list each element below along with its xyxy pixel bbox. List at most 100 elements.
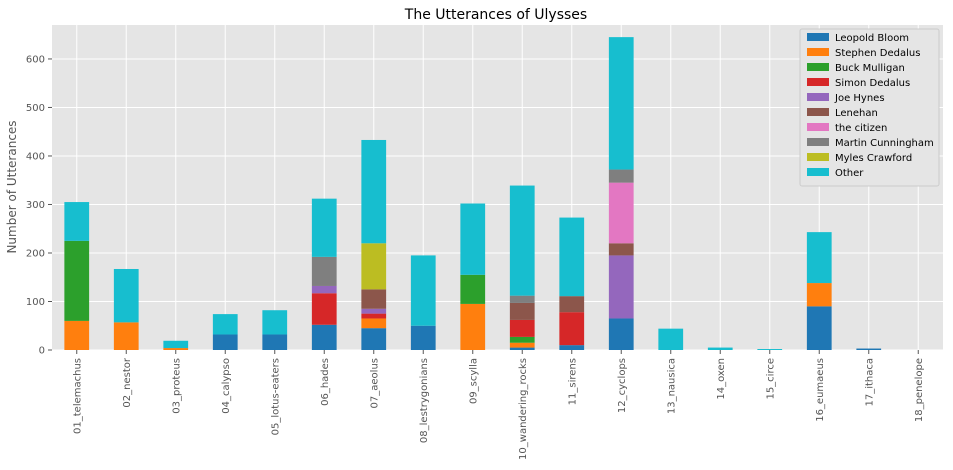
bar-segment bbox=[311, 256, 337, 286]
legend-swatch bbox=[807, 153, 829, 161]
bar-segment bbox=[559, 296, 585, 313]
y-tick-label: 100 bbox=[26, 297, 45, 308]
bar-segment bbox=[509, 347, 535, 350]
bar-segment bbox=[212, 334, 238, 350]
bar-segment bbox=[113, 268, 139, 323]
bar-segment bbox=[460, 303, 486, 350]
bar-segment bbox=[460, 203, 486, 275]
x-tick-label: 08_lestrygonians bbox=[419, 358, 430, 443]
bar-segment bbox=[361, 139, 387, 244]
legend-swatch bbox=[807, 168, 829, 176]
bar-segment bbox=[608, 169, 634, 183]
y-tick-label: 600 bbox=[26, 54, 45, 65]
x-tick-label: 11_sirens bbox=[567, 358, 578, 405]
x-tick-label: 05_lotus-eaters bbox=[270, 358, 281, 435]
legend-swatch bbox=[807, 123, 829, 131]
legend-label: Other bbox=[835, 168, 864, 179]
bar-segment bbox=[608, 243, 634, 256]
chart-title: The Utterances of Ulysses bbox=[404, 7, 587, 23]
x-tick-label: 02_nestor bbox=[122, 357, 133, 407]
x-tick-label: 12_cyclops bbox=[617, 358, 628, 413]
x-tick-label: 06_hades bbox=[320, 358, 331, 406]
legend-label: Leopold Bloom bbox=[835, 33, 909, 44]
y-tick-label: 300 bbox=[26, 200, 45, 211]
y-tick-label: 200 bbox=[26, 248, 45, 259]
bar-segment bbox=[64, 320, 90, 350]
legend-label: Joe Hynes bbox=[834, 93, 885, 104]
bar-segment bbox=[64, 202, 90, 241]
x-tick-label: 01_telemachus bbox=[72, 358, 83, 434]
bar-segment bbox=[163, 348, 189, 350]
legend-swatch bbox=[807, 33, 829, 41]
bar-segment bbox=[608, 255, 634, 319]
bar-segment bbox=[361, 243, 387, 290]
legend-swatch bbox=[807, 138, 829, 146]
legend-swatch bbox=[807, 63, 829, 71]
bar-segment bbox=[311, 293, 337, 325]
x-tick-label: 16_eumaeus bbox=[815, 358, 826, 422]
bar-segment bbox=[658, 328, 684, 350]
bar-segment bbox=[361, 289, 387, 309]
x-tick-label: 17_ithaca bbox=[864, 358, 875, 407]
bar-segment bbox=[113, 322, 139, 350]
bar-segment bbox=[361, 308, 387, 314]
y-axis-label: Number of Utterances bbox=[5, 120, 19, 253]
x-tick-label: 15_circe bbox=[765, 358, 776, 400]
bar-segment bbox=[757, 349, 783, 350]
bar-segment bbox=[163, 340, 189, 349]
bar-segment bbox=[212, 314, 238, 335]
bar-segment bbox=[509, 185, 535, 296]
legend-label: Martin Cunningham bbox=[835, 138, 934, 149]
bar-segment bbox=[311, 324, 337, 350]
bar-segment bbox=[64, 240, 90, 321]
bar-segment bbox=[806, 232, 832, 284]
legend-label: Buck Mulligan bbox=[835, 63, 905, 74]
bar-segment bbox=[707, 347, 733, 350]
legend: Leopold Bloom Stephen Dedalus Buck Mulliga… bbox=[799, 28, 940, 187]
y-tick-label: 400 bbox=[26, 151, 45, 162]
bar-segment bbox=[509, 295, 535, 303]
bar-segment bbox=[559, 217, 585, 297]
bar-segment bbox=[608, 37, 634, 170]
x-tick-label: 03_proteus bbox=[171, 358, 182, 414]
bar-segment bbox=[509, 302, 535, 320]
x-tick-label: 14_oxen bbox=[716, 358, 727, 400]
bar-segment bbox=[559, 345, 585, 350]
x-tick-label: 18_penelope bbox=[914, 358, 925, 422]
bar-segment bbox=[311, 285, 337, 294]
legend-label: Lenehan bbox=[835, 108, 878, 119]
bar-segment bbox=[856, 348, 882, 350]
bar-segment bbox=[361, 328, 387, 350]
bar-segment bbox=[262, 334, 288, 350]
legend-label: Simon Dedalus bbox=[835, 78, 910, 89]
bar-segment bbox=[608, 318, 634, 350]
bar-segment bbox=[460, 274, 486, 304]
bar-segment bbox=[410, 255, 436, 326]
legend-swatch bbox=[807, 108, 829, 116]
y-tick-label: 0 bbox=[39, 346, 45, 357]
bar-segment bbox=[509, 336, 535, 343]
x-tick-label: 04_calypso bbox=[221, 358, 232, 414]
legend-swatch bbox=[807, 78, 829, 86]
legend-label: Myles Crawford bbox=[835, 153, 912, 164]
y-tick-label: 500 bbox=[26, 103, 45, 114]
bar-segment bbox=[806, 306, 832, 350]
bar-segment bbox=[311, 198, 337, 257]
x-tick-label: 13_nausica bbox=[666, 358, 677, 414]
bar-segment bbox=[262, 310, 288, 335]
bar-segment bbox=[509, 342, 535, 348]
x-tick-label: 07_aeolus bbox=[369, 358, 380, 408]
bar-segment bbox=[806, 283, 832, 307]
bar-segment bbox=[559, 312, 585, 346]
legend-swatch bbox=[807, 93, 829, 101]
bar-segment bbox=[361, 313, 387, 319]
bar-segment bbox=[608, 182, 634, 244]
bar-segment bbox=[509, 319, 535, 337]
x-tick-label: 09_scylla bbox=[468, 358, 479, 404]
legend-label: the citizen bbox=[835, 123, 887, 134]
x-tick-label: 10_wandering_rocks bbox=[518, 358, 529, 460]
legend-box bbox=[799, 28, 940, 187]
legend-label: Stephen Dedalus bbox=[835, 48, 920, 59]
